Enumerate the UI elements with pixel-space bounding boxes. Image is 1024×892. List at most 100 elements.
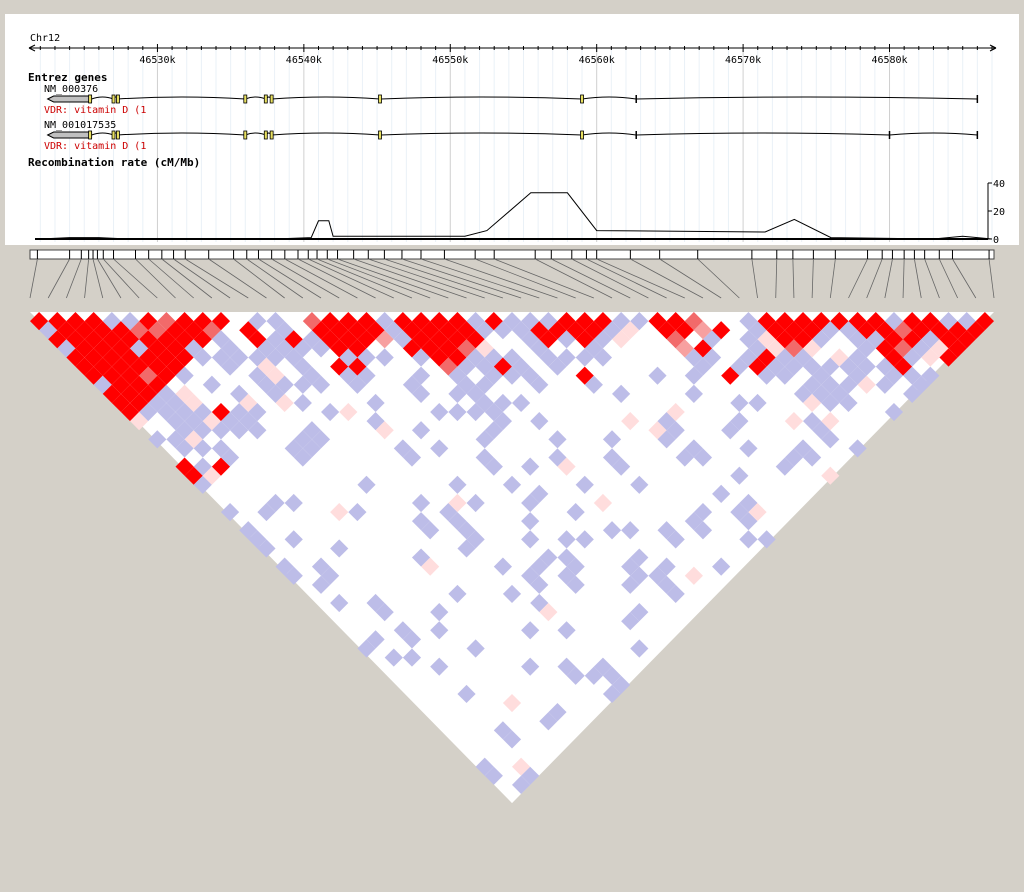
ld-cell [166,412,185,431]
ld-cell [830,348,849,367]
ld-cell [411,493,431,513]
ld-cell [793,330,813,349]
ld-cell [730,393,749,413]
ld-cell [293,339,312,358]
ld-cell [120,330,140,349]
ld-cell [693,502,713,522]
ld-cell [530,375,549,394]
snp-connector [848,258,868,299]
ld-cell [512,357,531,376]
ld-cell [411,548,431,567]
snp-connector [384,258,504,299]
ld-cell [730,412,749,431]
ld-cell [548,430,567,449]
ld-cell [957,330,976,349]
ld-cell [803,339,822,358]
ld-cell [193,475,212,494]
ld-cell [293,448,312,467]
ld-cell [220,412,240,431]
ld-cell [266,493,285,513]
exon-block [243,94,248,104]
exon-block [263,94,268,104]
exon-block [88,94,93,104]
exon-block [111,94,116,104]
recombination-rate-line [40,192,993,240]
ld-cell [821,357,840,376]
ld-cell [693,448,713,467]
ld-cell [521,621,540,640]
ld-cell [193,439,212,458]
ld-cell [939,312,958,331]
ld-cell [539,603,558,622]
ld-cell [748,393,767,413]
ld-cell [666,421,685,440]
axis-left-arrow [28,44,36,52]
ld-cell [57,339,76,358]
ld-cell [175,330,194,349]
ld-cell [730,502,749,522]
ld-cell [857,321,876,340]
ld-cell [393,312,412,331]
ld-cell [630,603,649,622]
ld-cell [530,484,549,503]
ld-cell [557,530,576,549]
recombination-y-tick-label: 40 [993,179,1005,190]
snp-connector [297,258,376,299]
snp-connector [401,258,522,299]
ld-cell [848,439,867,458]
ld-cell [521,530,540,549]
ld-cell [275,393,294,413]
ld-cell [521,657,540,676]
ld-cell [712,484,731,503]
ld-cell [211,312,231,331]
ld-cell [202,412,221,431]
ld-cell [148,375,167,394]
ld-cell [712,321,731,340]
ld-cell [311,339,331,358]
ld-cell [721,421,740,440]
ld-cell [839,393,858,413]
axis-tick-label: 46540k [286,55,322,66]
utr-block [46,95,93,103]
ld-cell [821,412,840,431]
ld-cell [202,375,221,394]
ld-cell [193,402,212,422]
ld-cell [812,421,831,440]
ld-cell [830,384,849,403]
ld-cell [621,612,640,631]
ld-cell [484,348,503,367]
ld-cell [348,321,367,340]
ld-cell [684,384,703,403]
ld-cell [366,412,385,431]
ld-cell [530,412,549,431]
ld-cell [193,457,212,476]
ld-cell [193,421,212,440]
ld-cell [148,321,167,340]
ld-cell [211,402,231,422]
ld-cell [466,639,485,658]
exon-block [116,130,120,140]
ld-cell [575,475,594,494]
ld-cell [857,357,876,376]
ld-cell [357,366,376,385]
ld-cell [102,366,121,385]
ld-cell [903,330,922,349]
ld-cell [521,512,540,531]
ld-cell [657,575,676,594]
ld-cell [875,357,894,376]
snp-connector [92,258,104,299]
ld-cell [366,393,385,413]
ld-cell [684,439,703,458]
ld-cell [648,366,667,385]
ld-cell [593,657,613,676]
ld-cell [175,348,194,367]
ld-cell [257,539,276,558]
snp-connector [551,258,631,299]
ld-cell [630,566,649,585]
ld-cell [175,439,194,458]
ld-cell [775,330,794,349]
ld-cell [139,312,158,331]
ld-cell [457,357,476,376]
ld-cell [848,330,867,349]
ld-cell [111,339,131,358]
